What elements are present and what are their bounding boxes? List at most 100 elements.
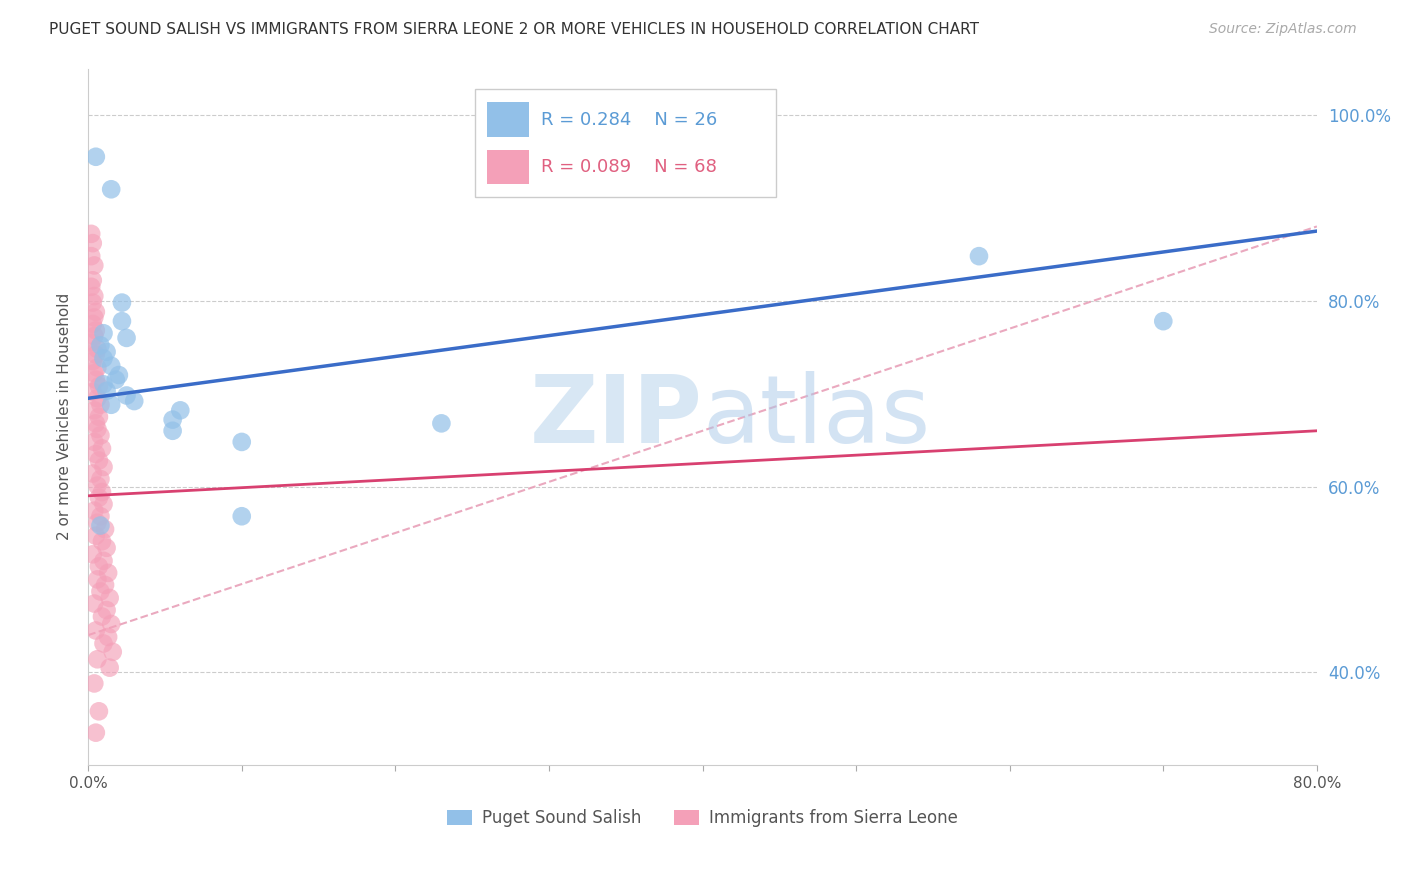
Point (111, 295, 134, 310)
Text: ZIP: ZIP (530, 371, 703, 463)
Point (100, 398, 122, 412)
Point (83, 289, 105, 303)
Text: PUGET SOUND SALISH VS IMMIGRANTS FROM SIERRA LEONE 2 OR MORE VEHICLES IN HOUSEHO: PUGET SOUND SALISH VS IMMIGRANTS FROM SI… (49, 22, 979, 37)
Point (83, 434, 105, 449)
Point (80, 227, 103, 241)
Point (91, 534, 114, 549)
Point (98, 591, 121, 605)
Point (87, 453, 110, 467)
Point (84, 725, 107, 739)
Point (93, 460, 115, 475)
Point (83, 366, 105, 380)
Point (967, 249, 990, 263)
Point (84, 305, 107, 319)
Point (108, 368, 131, 382)
Point (84, 348, 107, 362)
Point (84, 373, 107, 387)
Point (87, 704, 110, 718)
Point (86, 478, 108, 492)
Point (101, 645, 124, 659)
Point (80, 249, 103, 263)
Point (87, 491, 110, 505)
Point (231, 509, 253, 524)
Text: atlas: atlas (703, 371, 931, 463)
Point (89, 472, 111, 486)
Point (89, 338, 111, 352)
Point (82, 236, 104, 251)
Text: Source: ZipAtlas.com: Source: ZipAtlas.com (1209, 22, 1357, 37)
Point (96, 541, 118, 555)
Point (83, 310, 105, 325)
Point (82, 317, 104, 331)
Legend: Puget Sound Salish, Immigrants from Sierra Leone: Puget Sound Salish, Immigrants from Sier… (440, 802, 965, 833)
Point (87, 559, 110, 574)
Point (86, 360, 108, 375)
Point (87, 379, 110, 393)
Point (89, 584, 111, 599)
Point (94, 578, 117, 592)
Point (86, 342, 108, 356)
Point (82, 467, 104, 481)
Point (84, 624, 107, 638)
Point (162, 412, 184, 426)
Point (89, 509, 111, 524)
Point (80, 335, 103, 350)
Point (82, 547, 104, 561)
Point (93, 636, 115, 650)
Point (83, 597, 105, 611)
Point (122, 394, 145, 409)
Point (89, 428, 111, 442)
Point (89, 398, 111, 412)
Point (100, 617, 122, 632)
Point (83, 329, 105, 343)
Point (84, 447, 107, 461)
Point (93, 351, 115, 366)
Point (430, 417, 453, 431)
Point (115, 388, 138, 402)
Point (104, 373, 127, 387)
Point (91, 609, 114, 624)
Point (89, 518, 111, 533)
Point (86, 573, 108, 587)
Point (83, 403, 105, 417)
Point (84, 323, 107, 337)
Point (82, 354, 104, 368)
Point (83, 503, 105, 517)
Point (86, 391, 108, 405)
Point (86, 422, 108, 436)
Point (93, 326, 115, 341)
Point (93, 554, 115, 568)
Point (84, 529, 107, 543)
Point (84, 417, 107, 431)
Point (96, 344, 118, 359)
Point (83, 259, 105, 273)
Point (84, 150, 107, 164)
Point (86, 516, 108, 530)
Point (115, 331, 138, 345)
Point (82, 273, 104, 287)
Point (93, 497, 115, 511)
Point (82, 295, 104, 310)
Point (97, 630, 120, 644)
Point (83, 676, 105, 690)
Point (80, 280, 103, 294)
Point (111, 314, 134, 328)
Point (97, 566, 120, 580)
Point (91, 485, 114, 500)
Point (169, 403, 191, 417)
Point (86, 652, 108, 666)
Point (82, 384, 104, 399)
Point (94, 522, 117, 536)
Point (96, 384, 118, 398)
Point (100, 359, 122, 373)
Point (87, 409, 110, 424)
Y-axis label: 2 or more Vehicles in Household: 2 or more Vehicles in Household (58, 293, 72, 541)
Point (1152, 314, 1174, 328)
Point (100, 182, 122, 196)
Point (96, 603, 118, 617)
Point (98, 660, 121, 674)
Point (162, 424, 184, 438)
Point (231, 434, 253, 449)
Point (93, 377, 115, 392)
Point (91, 442, 114, 456)
